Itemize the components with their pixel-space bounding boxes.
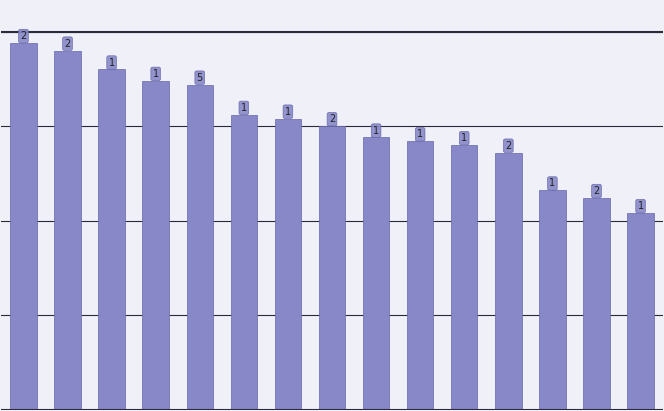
Text: 2: 2: [64, 39, 70, 48]
Bar: [230, 115, 257, 410]
Text: 2: 2: [329, 114, 335, 124]
Text: 2: 2: [21, 31, 27, 41]
Bar: [319, 126, 345, 410]
Bar: [539, 190, 566, 410]
Text: 1: 1: [285, 107, 291, 117]
Bar: [495, 152, 521, 410]
Bar: [451, 145, 477, 410]
Bar: [143, 81, 169, 410]
Text: 1: 1: [241, 103, 247, 113]
Text: 2: 2: [505, 141, 511, 151]
Bar: [583, 198, 610, 410]
Text: 1: 1: [108, 58, 115, 67]
Bar: [54, 51, 81, 410]
Bar: [10, 43, 37, 410]
Bar: [275, 118, 301, 410]
Text: 1: 1: [417, 129, 423, 139]
Text: 5: 5: [197, 73, 203, 83]
Text: 1: 1: [373, 126, 379, 136]
Bar: [187, 85, 213, 410]
Bar: [363, 137, 389, 410]
Bar: [98, 69, 125, 410]
Text: 1: 1: [637, 201, 643, 211]
Text: 1: 1: [549, 178, 556, 189]
Text: 1: 1: [153, 69, 159, 79]
Bar: [627, 213, 654, 410]
Text: 2: 2: [594, 186, 600, 196]
Bar: [407, 141, 434, 410]
Text: 1: 1: [461, 133, 467, 143]
